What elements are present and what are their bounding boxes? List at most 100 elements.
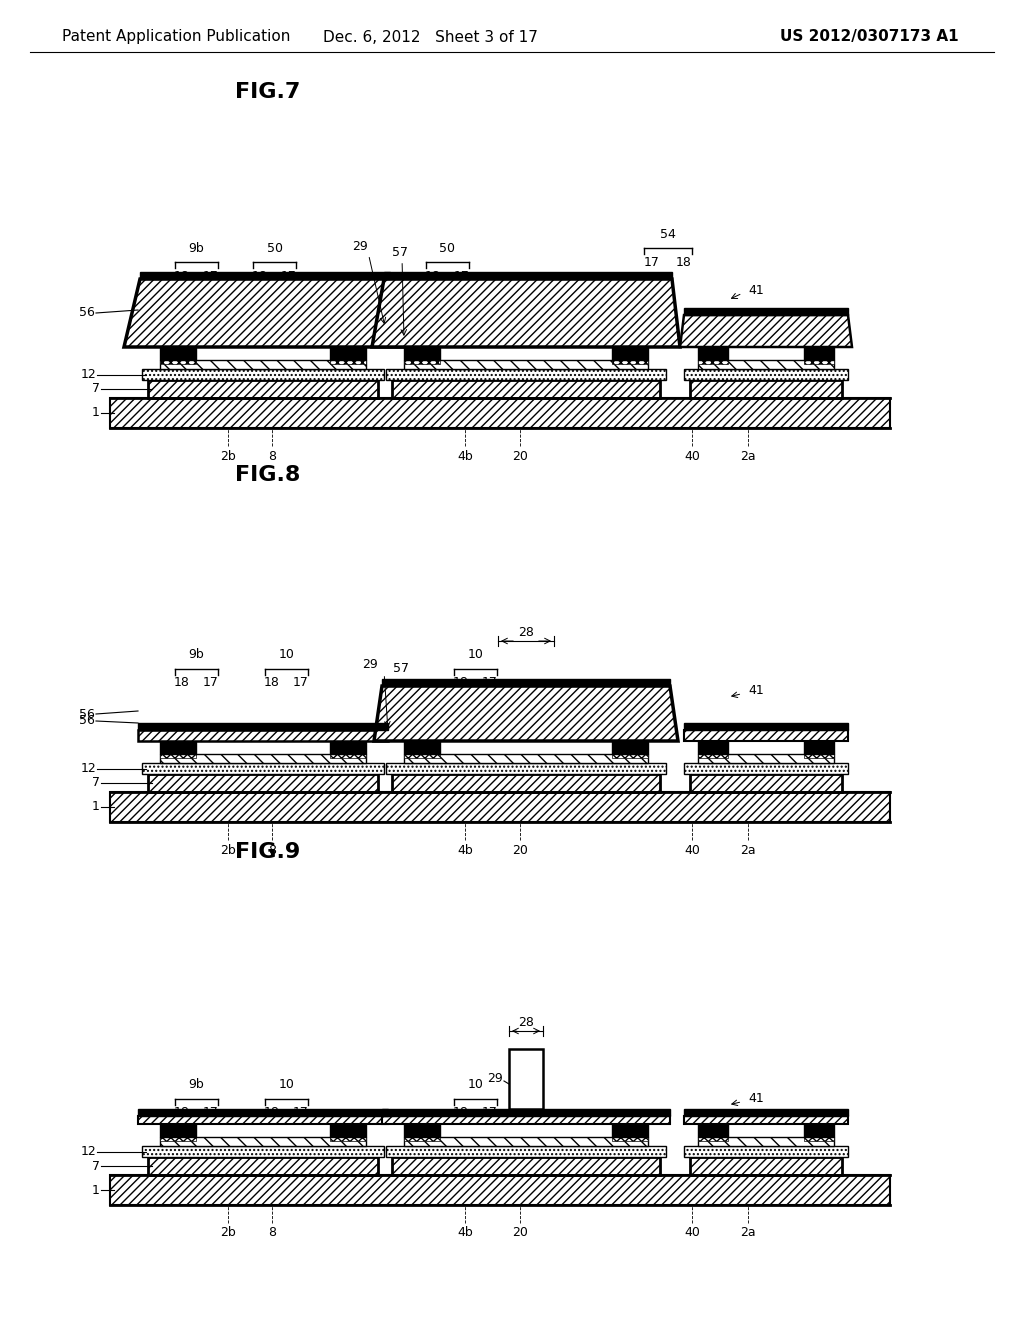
Bar xyxy=(698,360,834,370)
Text: 12: 12 xyxy=(80,368,96,381)
Text: 54: 54 xyxy=(660,227,676,240)
Bar xyxy=(612,741,648,754)
Bar xyxy=(509,1049,543,1109)
Bar xyxy=(330,1125,366,1137)
Bar xyxy=(404,754,648,763)
Bar xyxy=(804,741,834,754)
Text: 20: 20 xyxy=(512,843,528,857)
Text: Dec. 6, 2012   Sheet 3 of 17: Dec. 6, 2012 Sheet 3 of 17 xyxy=(323,29,538,45)
Text: 57: 57 xyxy=(393,663,409,676)
Text: 50: 50 xyxy=(439,242,456,255)
Bar xyxy=(330,1137,366,1140)
Bar xyxy=(160,752,196,758)
Text: 56: 56 xyxy=(79,714,95,727)
Text: 28: 28 xyxy=(518,627,534,639)
Bar xyxy=(684,1115,848,1125)
Text: FIG.7: FIG.7 xyxy=(234,82,300,102)
Bar xyxy=(110,1175,890,1205)
Text: 9b: 9b xyxy=(188,648,205,661)
Bar xyxy=(698,359,728,364)
Polygon shape xyxy=(372,279,680,347)
Bar xyxy=(386,370,666,380)
Bar xyxy=(684,370,848,380)
Text: 4b: 4b xyxy=(457,843,473,857)
Text: US 2012/0307173 A1: US 2012/0307173 A1 xyxy=(780,29,958,45)
Bar xyxy=(330,752,366,758)
Text: 29: 29 xyxy=(352,239,368,252)
Bar xyxy=(148,774,378,792)
Bar xyxy=(160,359,196,364)
Text: 41: 41 xyxy=(748,284,764,297)
Bar xyxy=(804,1137,834,1140)
Bar xyxy=(804,1125,834,1137)
Bar xyxy=(404,1137,648,1146)
Bar xyxy=(698,754,834,763)
Text: Patent Application Publication: Patent Application Publication xyxy=(62,29,291,45)
Text: 4b: 4b xyxy=(457,450,473,462)
Text: 7: 7 xyxy=(92,383,100,396)
Bar xyxy=(142,763,384,774)
Bar xyxy=(690,1158,842,1175)
Polygon shape xyxy=(124,279,402,347)
Text: 1: 1 xyxy=(92,800,100,813)
Text: 41: 41 xyxy=(748,1093,764,1106)
Text: 18: 18 xyxy=(425,269,441,282)
Text: 10: 10 xyxy=(279,648,295,661)
Bar xyxy=(404,1137,440,1140)
Bar xyxy=(684,1109,848,1115)
Text: 1: 1 xyxy=(92,407,100,420)
Bar xyxy=(698,347,728,360)
Bar xyxy=(684,308,848,315)
Bar xyxy=(684,730,848,741)
Bar xyxy=(142,1146,384,1158)
Bar xyxy=(684,1146,848,1158)
Text: 18: 18 xyxy=(676,256,692,268)
Text: 57: 57 xyxy=(392,246,408,259)
Bar xyxy=(110,792,890,822)
Bar xyxy=(138,730,388,741)
Text: 40: 40 xyxy=(684,1226,700,1239)
Bar xyxy=(804,347,834,360)
Bar xyxy=(384,272,672,279)
Text: 18: 18 xyxy=(174,269,189,282)
Bar xyxy=(392,774,660,792)
Text: 56: 56 xyxy=(79,306,95,319)
Text: 18: 18 xyxy=(264,1106,280,1119)
Polygon shape xyxy=(374,686,678,741)
Text: 17: 17 xyxy=(644,256,659,268)
Text: 2a: 2a xyxy=(740,843,756,857)
Polygon shape xyxy=(680,315,852,347)
Bar xyxy=(330,359,366,364)
Bar xyxy=(612,752,648,758)
Bar xyxy=(698,1137,834,1146)
Bar xyxy=(684,763,848,774)
Bar xyxy=(382,1109,670,1115)
Text: 8: 8 xyxy=(268,843,276,857)
Text: 8: 8 xyxy=(268,1226,276,1239)
Text: 40: 40 xyxy=(684,843,700,857)
Text: 7: 7 xyxy=(92,1159,100,1172)
Text: 28: 28 xyxy=(518,1016,534,1030)
Text: 17: 17 xyxy=(454,269,470,282)
Text: 2b: 2b xyxy=(220,450,236,462)
Bar xyxy=(404,347,440,360)
Bar xyxy=(160,347,196,360)
Text: 17: 17 xyxy=(281,269,297,282)
Bar xyxy=(404,359,440,364)
Bar xyxy=(140,272,390,279)
Bar xyxy=(382,678,670,686)
Bar xyxy=(612,1125,648,1137)
Text: 18: 18 xyxy=(174,1106,189,1119)
Text: 18: 18 xyxy=(453,1106,469,1119)
Bar xyxy=(110,399,890,428)
Bar xyxy=(382,1115,670,1125)
Text: 10: 10 xyxy=(468,648,483,661)
Text: 2b: 2b xyxy=(220,843,236,857)
Text: 12: 12 xyxy=(80,762,96,775)
Text: 7: 7 xyxy=(92,776,100,789)
Text: 56: 56 xyxy=(79,708,95,721)
Bar xyxy=(612,359,648,364)
Bar xyxy=(392,380,660,399)
Text: 20: 20 xyxy=(512,1226,528,1239)
Text: 4b: 4b xyxy=(457,1226,473,1239)
